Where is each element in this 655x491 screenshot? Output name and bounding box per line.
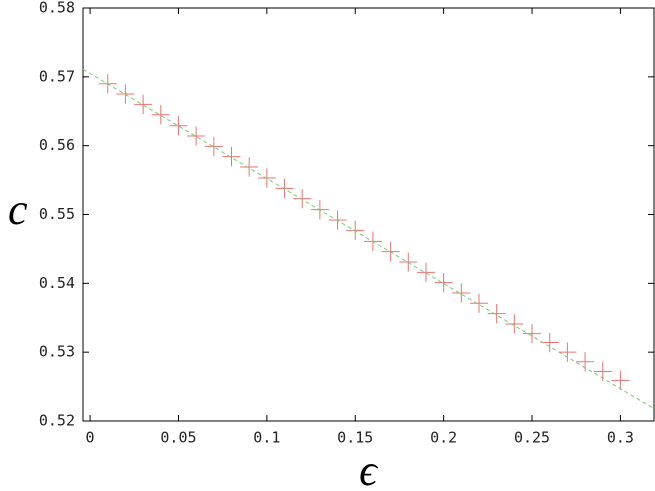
x-tick-label: 0.1 (253, 429, 280, 447)
y-tick-label: 0.53 (39, 343, 75, 361)
x-tick-label: 0.25 (514, 429, 550, 447)
y-tick-label: 0.57 (39, 67, 75, 85)
x-tick-label: 0.05 (160, 429, 196, 447)
y-tick-label: 0.52 (39, 412, 75, 430)
x-tick-label: 0.2 (430, 429, 457, 447)
x-tick-label: 0 (86, 429, 95, 447)
x-axis-label: ϵ (359, 446, 379, 491)
x-tick-label: 0.3 (607, 429, 634, 447)
y-axis-label: c (8, 185, 28, 234)
x-tick-label: 0.15 (337, 429, 373, 447)
fit-line (82, 68, 655, 410)
y-tick-label: 0.56 (39, 136, 75, 154)
plot-frame (82, 7, 655, 422)
y-tick-label: 0.55 (39, 205, 75, 223)
y-tick-label: 0.54 (39, 274, 75, 292)
y-tick-label: 0.58 (39, 0, 75, 17)
